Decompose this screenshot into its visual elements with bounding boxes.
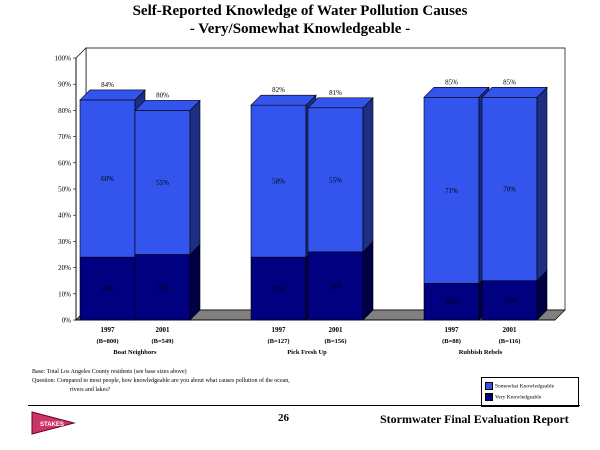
bar-segment bbox=[134, 110, 191, 255]
bar-top-face bbox=[307, 97, 374, 109]
base-note: Base: Total Los Angeles County residents… bbox=[32, 369, 187, 375]
y-tick-label: 70% bbox=[58, 133, 71, 141]
bar-segment bbox=[481, 97, 538, 281]
bar-total-label: 80% bbox=[156, 91, 169, 99]
y-tick-label: 90% bbox=[58, 81, 71, 89]
bar-segment bbox=[79, 99, 136, 258]
bar-segment-side bbox=[362, 241, 374, 321]
x-tick-label: 1997 bbox=[445, 326, 460, 334]
bar-value-label: 58% bbox=[272, 178, 285, 186]
bar-total-label: 82% bbox=[272, 86, 285, 94]
x-base-label: (B=549) bbox=[151, 338, 173, 345]
y-tick-label: 10% bbox=[58, 290, 71, 298]
bar-top-face bbox=[134, 100, 201, 111]
bar-segment-side bbox=[362, 97, 374, 253]
bar-value-label: 60% bbox=[101, 175, 114, 183]
bar-top-face bbox=[423, 87, 490, 98]
bar-segment bbox=[307, 251, 364, 321]
bar-total-label: 85% bbox=[503, 78, 516, 86]
y-tick-label: 100% bbox=[55, 55, 72, 63]
company-logo: STAKES bbox=[31, 411, 76, 435]
x-tick-label: 2001 bbox=[329, 326, 344, 334]
x-tick-label: 1997 bbox=[272, 326, 287, 334]
chart-title: Self-Reported Knowledge of Water Polluti… bbox=[132, 3, 468, 19]
bar-top-face bbox=[250, 94, 317, 106]
bar-value-label: 24% bbox=[101, 285, 114, 293]
legend-item-very: Very Knowledgeable bbox=[485, 393, 541, 402]
y-tick-label: 50% bbox=[58, 186, 71, 194]
bar-value-label: 14% bbox=[445, 298, 458, 306]
bar-value-label: 55% bbox=[329, 176, 342, 184]
legend-swatch-somewhat bbox=[485, 382, 493, 390]
x-tick-label: 2001 bbox=[503, 326, 518, 334]
footer-divider bbox=[28, 405, 580, 406]
bar-total-label: 85% bbox=[445, 78, 458, 86]
y-tick-label: 20% bbox=[58, 264, 71, 272]
bar-total-label: 84% bbox=[101, 81, 114, 89]
bar-segment bbox=[79, 256, 136, 321]
x-base-label: (B=156) bbox=[324, 338, 346, 345]
x-tick-label: 1997 bbox=[101, 326, 116, 334]
bar-segment-side bbox=[536, 86, 548, 282]
bar-top-face bbox=[79, 89, 146, 101]
x-base-label: (B=127) bbox=[267, 338, 289, 345]
legend-item-somewhat: Somewhat Knowledgeable bbox=[485, 382, 554, 391]
y-tick-label: 0% bbox=[62, 317, 72, 325]
bar-segment bbox=[134, 254, 191, 321]
x-group-label: Rubbish Rebels bbox=[459, 349, 503, 356]
page-number: 26 bbox=[278, 412, 289, 424]
bar-value-label: 70% bbox=[503, 186, 516, 194]
bar-segment-side bbox=[189, 99, 201, 256]
bar-segment bbox=[250, 104, 307, 258]
bar-value-label: 24% bbox=[272, 285, 285, 293]
bar-value-label: 26% bbox=[329, 282, 342, 290]
bar-top-face bbox=[481, 87, 548, 98]
bar-total-label: 81% bbox=[329, 89, 342, 97]
stacked-bar-chart: 0% 10% 20% 30% 40% 50% 60% 70% 80% 90% 100% 24% 60% 8… bbox=[55, 47, 566, 356]
x-base-label: (B=116) bbox=[499, 338, 521, 345]
bar-segment bbox=[423, 283, 480, 321]
bar-segment-side bbox=[189, 243, 201, 321]
legend-label-somewhat: Somewhat Knowledgeable bbox=[495, 383, 555, 390]
chart-subtitle: - Very/Somewhat Knowledgeable - bbox=[189, 21, 411, 37]
bar-segment bbox=[307, 107, 364, 253]
x-group-label: Pick Fresh Up bbox=[287, 349, 327, 356]
legend-swatch-very bbox=[485, 393, 493, 401]
x-base-label: (B=800) bbox=[96, 338, 118, 345]
bar-value-label: 15% bbox=[503, 297, 516, 305]
bar-value-label: 71% bbox=[445, 187, 458, 195]
y-tick-label: 60% bbox=[58, 159, 71, 167]
bar-value-label: 55% bbox=[156, 179, 169, 187]
question-line-1: Question: Compared to most people, how k… bbox=[32, 378, 290, 384]
x-group-label: Boat Neighbors bbox=[113, 349, 157, 356]
question-line-2: rivers and lakes? bbox=[70, 387, 111, 393]
y-tick-label: 30% bbox=[58, 238, 71, 246]
logo-text: STAKES bbox=[40, 422, 64, 428]
chart-legend: Somewhat Knowledgeable Very Knowledgeabl… bbox=[481, 377, 579, 407]
bar-segment bbox=[423, 97, 480, 284]
y-tick-label: 80% bbox=[58, 107, 71, 115]
x-tick-label: 2001 bbox=[156, 326, 171, 334]
report-title: Stormwater Final Evaluation Report bbox=[380, 412, 569, 426]
legend-label-very: Very Knowledgeable bbox=[495, 394, 542, 401]
bar-value-label: 25% bbox=[156, 284, 169, 292]
y-tick-label: 40% bbox=[58, 212, 71, 220]
x-base-label: (B=88) bbox=[442, 338, 461, 345]
